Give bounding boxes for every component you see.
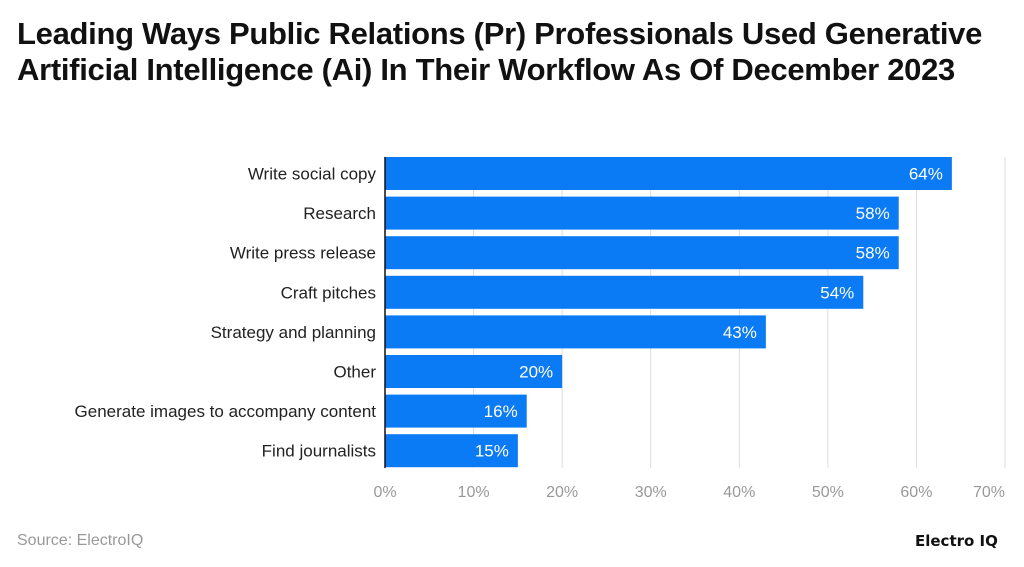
data-label: 20% <box>519 363 553 382</box>
category-label: Research <box>303 204 376 223</box>
x-tick-label: 40% <box>723 484 755 501</box>
data-label: 16% <box>484 402 518 421</box>
bar <box>385 236 899 270</box>
bar <box>385 275 864 309</box>
x-tick-label: 70% <box>973 484 1005 501</box>
x-tick-label: 0% <box>373 484 396 501</box>
x-tick-label: 30% <box>635 484 667 501</box>
category-label: Other <box>333 363 376 382</box>
x-tick-label: 60% <box>900 484 932 501</box>
bar <box>385 196 899 230</box>
bar <box>385 157 952 190</box>
bar <box>385 394 527 428</box>
category-label: Generate images to accompany content <box>75 402 377 421</box>
data-label: 64% <box>909 165 943 184</box>
category-label: Write social copy <box>248 165 377 184</box>
bar <box>385 355 563 388</box>
data-label: 15% <box>475 442 509 461</box>
category-label: Find journalists <box>262 442 376 461</box>
bar <box>385 434 518 468</box>
data-label: 58% <box>856 244 890 263</box>
data-label: 43% <box>723 323 757 342</box>
category-label: Strategy and planning <box>211 323 376 342</box>
x-tick-label: 10% <box>458 484 490 501</box>
data-label: 54% <box>820 283 854 302</box>
category-label: Write press release <box>230 244 376 263</box>
data-label: 58% <box>856 204 890 223</box>
bar <box>385 315 766 349</box>
chart-title: Leading Ways Public Relations (Pr) Profe… <box>17 16 983 87</box>
x-tick-label: 20% <box>546 484 578 501</box>
source-note: Source: ElectroIQ <box>17 532 144 549</box>
electroiq-logo: Electro IQ <box>915 532 998 550</box>
x-tick-label: 50% <box>812 484 844 501</box>
category-label: Craft pitches <box>281 283 376 302</box>
